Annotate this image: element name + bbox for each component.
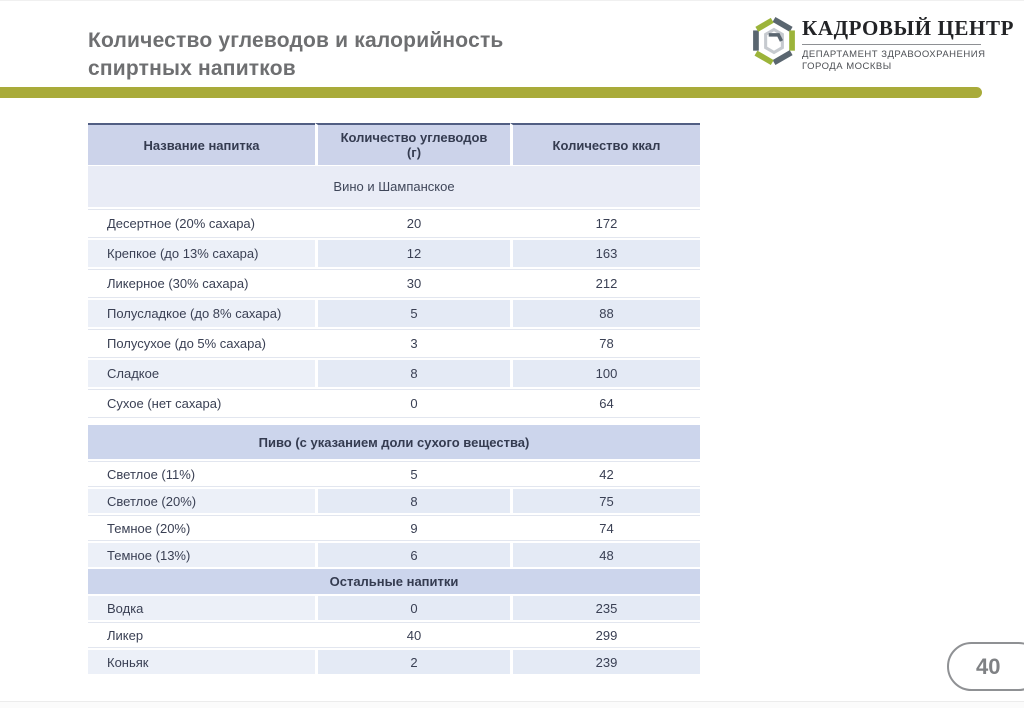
table-row: Темное (20%) 9 74 bbox=[88, 515, 700, 541]
drink-name-cell: Крепкое (до 13% сахара) bbox=[88, 240, 315, 267]
carbs-value-cell: 40 bbox=[315, 623, 510, 647]
hexagon-logo-icon bbox=[753, 16, 795, 66]
beverage-table: Название напитка Количество углеводов (г… bbox=[88, 123, 700, 674]
title-line1: Количество углеводов и калорийность bbox=[88, 29, 504, 52]
carbs-value-cell: 5 bbox=[315, 462, 510, 486]
carbs-value-cell: 8 bbox=[315, 489, 510, 513]
carbs-value-cell: 2 bbox=[315, 650, 510, 674]
kcal-value-cell: 88 bbox=[510, 300, 700, 327]
drink-name-cell: Сладкое bbox=[88, 360, 315, 387]
title-line2: спиртных напитков bbox=[88, 57, 296, 80]
section-header: Пиво (с указанием доли сухого вещества) bbox=[88, 425, 700, 459]
drink-name-cell: Сухое (нет сахара) bbox=[107, 396, 222, 411]
carbs-value-cell: 8 bbox=[315, 360, 510, 387]
section-header: Остальные напитки bbox=[88, 569, 700, 594]
table-row: Полусухое (до 5% сахара) 3 78 bbox=[88, 329, 700, 358]
kcal-value-cell: 74 bbox=[510, 516, 700, 540]
accent-bar bbox=[0, 87, 982, 98]
kcal-value-cell: 75 bbox=[510, 489, 700, 513]
drink-name-cell: Полусухое (до 5% сахара) bbox=[107, 336, 266, 351]
drink-name-cell: Коньяк bbox=[88, 650, 315, 674]
table-row: Десертное (20% сахара) 20 172 bbox=[88, 209, 700, 238]
table-header-row: Название напитка Количество углеводов (г… bbox=[88, 123, 700, 165]
drink-name-cell: Темное (20%) bbox=[107, 520, 191, 536]
kcal-value-cell: 78 bbox=[510, 330, 700, 357]
slide-bottom-edge bbox=[0, 701, 1024, 708]
org-subtitle-line2: ГОРОДА МОСКВЫ bbox=[802, 61, 892, 72]
drink-name-cell: Десертное (20% сахара) bbox=[107, 216, 255, 231]
org-subtitle-line1: ДЕПАРТАМЕНТ ЗДРАВООХРАНЕНИЯ bbox=[802, 49, 986, 60]
carbs-value-cell: 0 bbox=[315, 596, 510, 620]
org-name: КАДРОВЫЙ ЦЕНТР bbox=[802, 16, 1015, 40]
column-header-carbs: Количество углеводов (г) bbox=[315, 123, 510, 165]
page-number: 40 bbox=[976, 653, 1001, 679]
kcal-value-cell: 235 bbox=[510, 596, 700, 620]
table-row: Ликерное (30% сахара) 30 212 bbox=[88, 269, 700, 298]
carbs-value-cell: 20 bbox=[315, 210, 510, 237]
drink-name-cell: Светлое (20%) bbox=[88, 489, 315, 513]
drink-name-cell: Ликер bbox=[107, 627, 144, 643]
drink-name-cell: Ликерное (30% сахара) bbox=[107, 276, 249, 291]
table-row: Темное (13%) 6 48 bbox=[88, 543, 700, 567]
logo-text: КАДРОВЫЙ ЦЕНТР ДЕПАРТАМЕНТ ЗДРАВООХРАНЕН… bbox=[802, 16, 1015, 73]
drink-name-cell: Темное (13%) bbox=[88, 543, 315, 567]
drink-name-cell: Полусладкое (до 8% сахара) bbox=[88, 300, 315, 327]
kcal-value-cell: 299 bbox=[510, 623, 700, 647]
table-row: Водка 0 235 bbox=[88, 596, 700, 620]
table-body: Вино и Шампанское Десертное (20% сахара) 2… bbox=[88, 166, 700, 674]
kcal-value-cell: 239 bbox=[510, 650, 700, 674]
org-logo: КАДРОВЫЙ ЦЕНТР ДЕПАРТАМЕНТ ЗДРАВООХРАНЕН… bbox=[752, 14, 1015, 76]
kcal-value-cell: 64 bbox=[510, 390, 700, 417]
table-row: Полусладкое (до 8% сахара) 5 88 bbox=[88, 300, 700, 327]
page-number-pill: 40 bbox=[947, 642, 1024, 691]
drink-name-cell: Водка bbox=[88, 596, 315, 620]
kcal-value-cell: 100 bbox=[510, 360, 700, 387]
carbs-value-cell: 30 bbox=[315, 270, 510, 297]
carbs-value-cell: 12 bbox=[315, 240, 510, 267]
page-title: Количество углеводов и калорийность спир… bbox=[88, 27, 504, 83]
table-row: Сухое (нет сахара) 0 64 bbox=[88, 389, 700, 418]
drink-name-cell: Светлое (11%) bbox=[107, 466, 196, 482]
column-header-drink: Название напитка bbox=[88, 123, 315, 165]
carbs-value-cell: 5 bbox=[315, 300, 510, 327]
column-header-kcal: Количество ккал bbox=[510, 123, 700, 165]
carbs-value-cell: 6 bbox=[315, 543, 510, 567]
table-row: Ликер 40 299 bbox=[88, 622, 700, 648]
table-row: Крепкое (до 13% сахара) 12 163 bbox=[88, 240, 700, 267]
carbs-value-cell: 9 bbox=[315, 516, 510, 540]
table-row: Коньяк 2 239 bbox=[88, 650, 700, 674]
kcal-value-cell: 48 bbox=[510, 543, 700, 567]
table-row: Светлое (11%) 5 42 bbox=[88, 461, 700, 487]
kcal-value-cell: 172 bbox=[510, 210, 700, 237]
logo-divider bbox=[802, 44, 981, 45]
carbs-value-cell: 0 bbox=[315, 390, 510, 417]
table-row: Сладкое 8 100 bbox=[88, 360, 700, 387]
table-row: Светлое (20%) 8 75 bbox=[88, 489, 700, 513]
section-header: Вино и Шампанское bbox=[88, 166, 700, 207]
kcal-value-cell: 163 bbox=[510, 240, 700, 267]
kcal-value-cell: 212 bbox=[510, 270, 700, 297]
kcal-value-cell: 42 bbox=[510, 462, 700, 486]
carbs-value-cell: 3 bbox=[315, 330, 510, 357]
